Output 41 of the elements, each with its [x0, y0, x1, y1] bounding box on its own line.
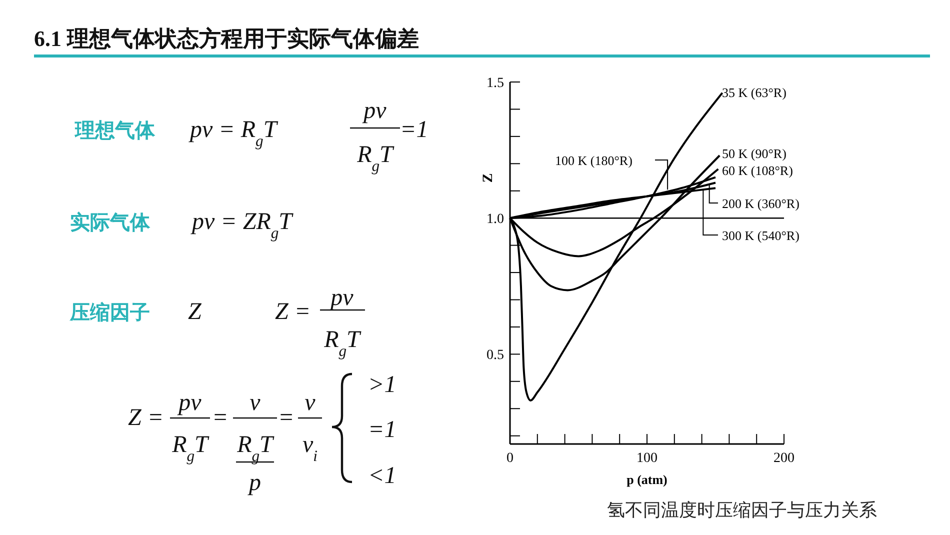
text: pv	[176, 390, 202, 416]
text: 100 K (180°R)	[555, 153, 632, 168]
text: R$_{g}$T	[236, 432, 275, 464]
y-tick-label: 0.5	[486, 348, 504, 364]
text: 氢不同温度时压缩因子与压力关系	[607, 500, 877, 521]
text: 压缩因子	[69, 300, 150, 324]
y-tick-label: 1.0	[486, 212, 504, 228]
text: pv = ZR$_{g}$T	[190, 209, 294, 242]
text: =1	[368, 417, 396, 443]
text: p	[247, 470, 261, 496]
text: =	[212, 405, 228, 431]
series-label: 60 K (108°R)	[722, 163, 793, 178]
text: v	[304, 390, 316, 416]
text: v	[250, 390, 261, 416]
text: R$_{g}$T	[356, 142, 395, 174]
y-tick-label: 1.5	[486, 76, 504, 91]
text: pv	[362, 98, 387, 124]
text: >1	[368, 372, 396, 398]
x-tick-label: 0	[506, 451, 514, 466]
x-tick-label: 100	[636, 451, 658, 466]
text: 300 K (540°R)	[722, 228, 800, 243]
series-label: 35 K (63°R)	[722, 85, 786, 100]
text: R$_{g}$T	[171, 432, 210, 464]
text: =1	[400, 117, 428, 143]
x-axis-title: p (atm)	[626, 472, 668, 487]
text: =	[278, 405, 294, 431]
text: 6.1 理想气体状态方程用于实际气体偏差	[34, 26, 419, 51]
x-tick-label: 200	[774, 451, 794, 466]
text: <1	[368, 463, 396, 489]
text: 实际气体	[70, 210, 151, 234]
text: Z =	[128, 405, 164, 431]
text: R$_{g}$T	[323, 327, 362, 360]
text: Z =	[275, 299, 311, 325]
text: Z	[188, 299, 202, 325]
series-label: 200 K (360°R)	[722, 196, 800, 211]
text: 理想气体	[74, 118, 156, 142]
text: v$_{i}$	[302, 432, 318, 464]
series-label: 50 K (90°R)	[722, 146, 786, 161]
text: pv = R$_{g}$T	[188, 117, 278, 150]
y-axis-title: Z	[481, 173, 496, 183]
text: pv	[328, 285, 354, 311]
